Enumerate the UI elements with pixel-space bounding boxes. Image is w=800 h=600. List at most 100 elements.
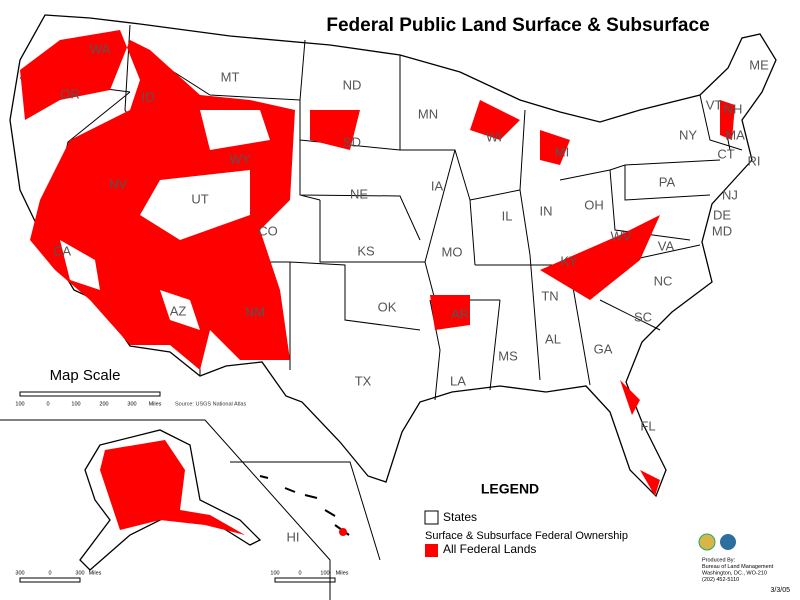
federal-lands: [20, 30, 735, 496]
agency-logos: [698, 533, 736, 551]
credit: Washington, DC., WO-210: [702, 570, 767, 576]
state-label: ND: [343, 77, 362, 92]
state-label: NH: [724, 101, 743, 116]
private-land: [200, 110, 270, 150]
state-label: SC: [634, 309, 652, 324]
federal-land: [339, 528, 347, 536]
scale-label: 100: [320, 570, 329, 576]
scale-bars: [19, 391, 336, 583]
logo: [698, 533, 716, 551]
scale-label: 0: [48, 570, 51, 576]
scale-label: 300: [15, 570, 24, 576]
state-label: PA: [659, 174, 676, 189]
state-label: VT: [706, 97, 723, 112]
legend-label: All Federal Lands: [443, 542, 536, 556]
scale-label: Miles: [149, 401, 162, 407]
state-label: DE: [713, 207, 731, 222]
state-label: NC: [654, 273, 673, 288]
state-label: KY: [560, 253, 578, 268]
state-label: OH: [584, 197, 604, 212]
state-label: MD: [712, 223, 732, 238]
state-label: AR: [451, 306, 469, 321]
state-label: LA: [450, 373, 466, 388]
federal-land: [620, 380, 640, 415]
legend-swatch: [424, 510, 439, 525]
state-label: IA: [431, 178, 444, 193]
state-label: NV: [109, 176, 127, 191]
alaska-inset: [0, 419, 381, 600]
credit: (202) 452-5110: [702, 577, 739, 583]
title: Federal Public Land Surface & Subsurface: [326, 15, 709, 36]
state-label: CO: [258, 223, 278, 238]
legend-swatch: [425, 544, 438, 557]
federal-land: [470, 100, 520, 140]
federal-land: [640, 470, 660, 496]
legend-subtitle: Surface & Subsurface Federal Ownership: [425, 530, 628, 542]
state-label: UT: [191, 191, 208, 206]
legend-title: LEGEND: [481, 481, 539, 497]
federal-land: [100, 440, 245, 535]
state-label: WV: [611, 228, 632, 243]
state-label: GA: [594, 341, 613, 356]
scale-bar: [19, 577, 81, 583]
state-label: SD: [343, 134, 361, 149]
state-label: IN: [540, 203, 553, 218]
state-label: CA: [53, 243, 71, 258]
state-label: MO: [442, 244, 463, 259]
scale-label: Miles: [336, 570, 349, 576]
state-label: FL: [640, 418, 655, 433]
scale-label: 0: [298, 570, 301, 576]
hawaii: [259, 475, 350, 536]
scale-label: 0: [46, 401, 49, 407]
private-land: [60, 240, 100, 290]
state-label: NM: [245, 304, 265, 319]
state-label: RI: [748, 153, 761, 168]
state-label: ME: [749, 57, 769, 72]
credit: Bureau of Land Management: [702, 564, 774, 570]
source: Source: USGS National Atlas: [175, 401, 246, 407]
legend: [424, 510, 439, 557]
state-label: ID: [142, 89, 155, 104]
state-label: OK: [378, 299, 397, 314]
state-label: WI: [486, 129, 502, 144]
credit: Produced By:: [702, 557, 735, 563]
scale-label: 300: [127, 401, 136, 407]
scale-label: Miles: [89, 570, 102, 576]
scale-bar: [19, 391, 161, 397]
state-label: MI: [555, 144, 569, 159]
scale-title: Map Scale: [50, 367, 121, 384]
state-label: HI: [287, 529, 300, 544]
state-label: MA: [725, 127, 745, 142]
state-label: IL: [502, 208, 513, 223]
scale-label: 100: [270, 570, 279, 576]
federal-land: [540, 215, 660, 300]
federal-land: [310, 110, 360, 150]
private-land: [140, 170, 250, 240]
scale-bar: [274, 577, 336, 583]
state-label: WY: [230, 151, 251, 166]
federal-land: [540, 130, 570, 165]
state-label: NJ: [722, 187, 738, 202]
scale-label: 100: [15, 401, 24, 407]
private-land: [160, 290, 200, 330]
federal-land: [720, 100, 735, 140]
state-label: NE: [350, 186, 368, 201]
state-label: WA: [90, 41, 111, 56]
state-label: VA: [658, 238, 675, 253]
state-label: AZ: [170, 303, 187, 318]
state-label: NY: [679, 127, 697, 142]
date: 3/3/05: [771, 587, 791, 594]
state-label: OR: [60, 86, 80, 101]
scale-label: 100: [71, 401, 80, 407]
state-label: KS: [357, 243, 375, 258]
legend-label: States: [443, 510, 477, 524]
contiguous-us: [9, 14, 777, 498]
scale-label: 200: [99, 401, 108, 407]
state-label: TN: [541, 288, 558, 303]
logo: [720, 534, 736, 550]
state-label: TX: [355, 373, 372, 388]
state-label: MS: [498, 348, 518, 363]
inset-border: [0, 419, 381, 600]
state-label: MT: [221, 69, 240, 84]
